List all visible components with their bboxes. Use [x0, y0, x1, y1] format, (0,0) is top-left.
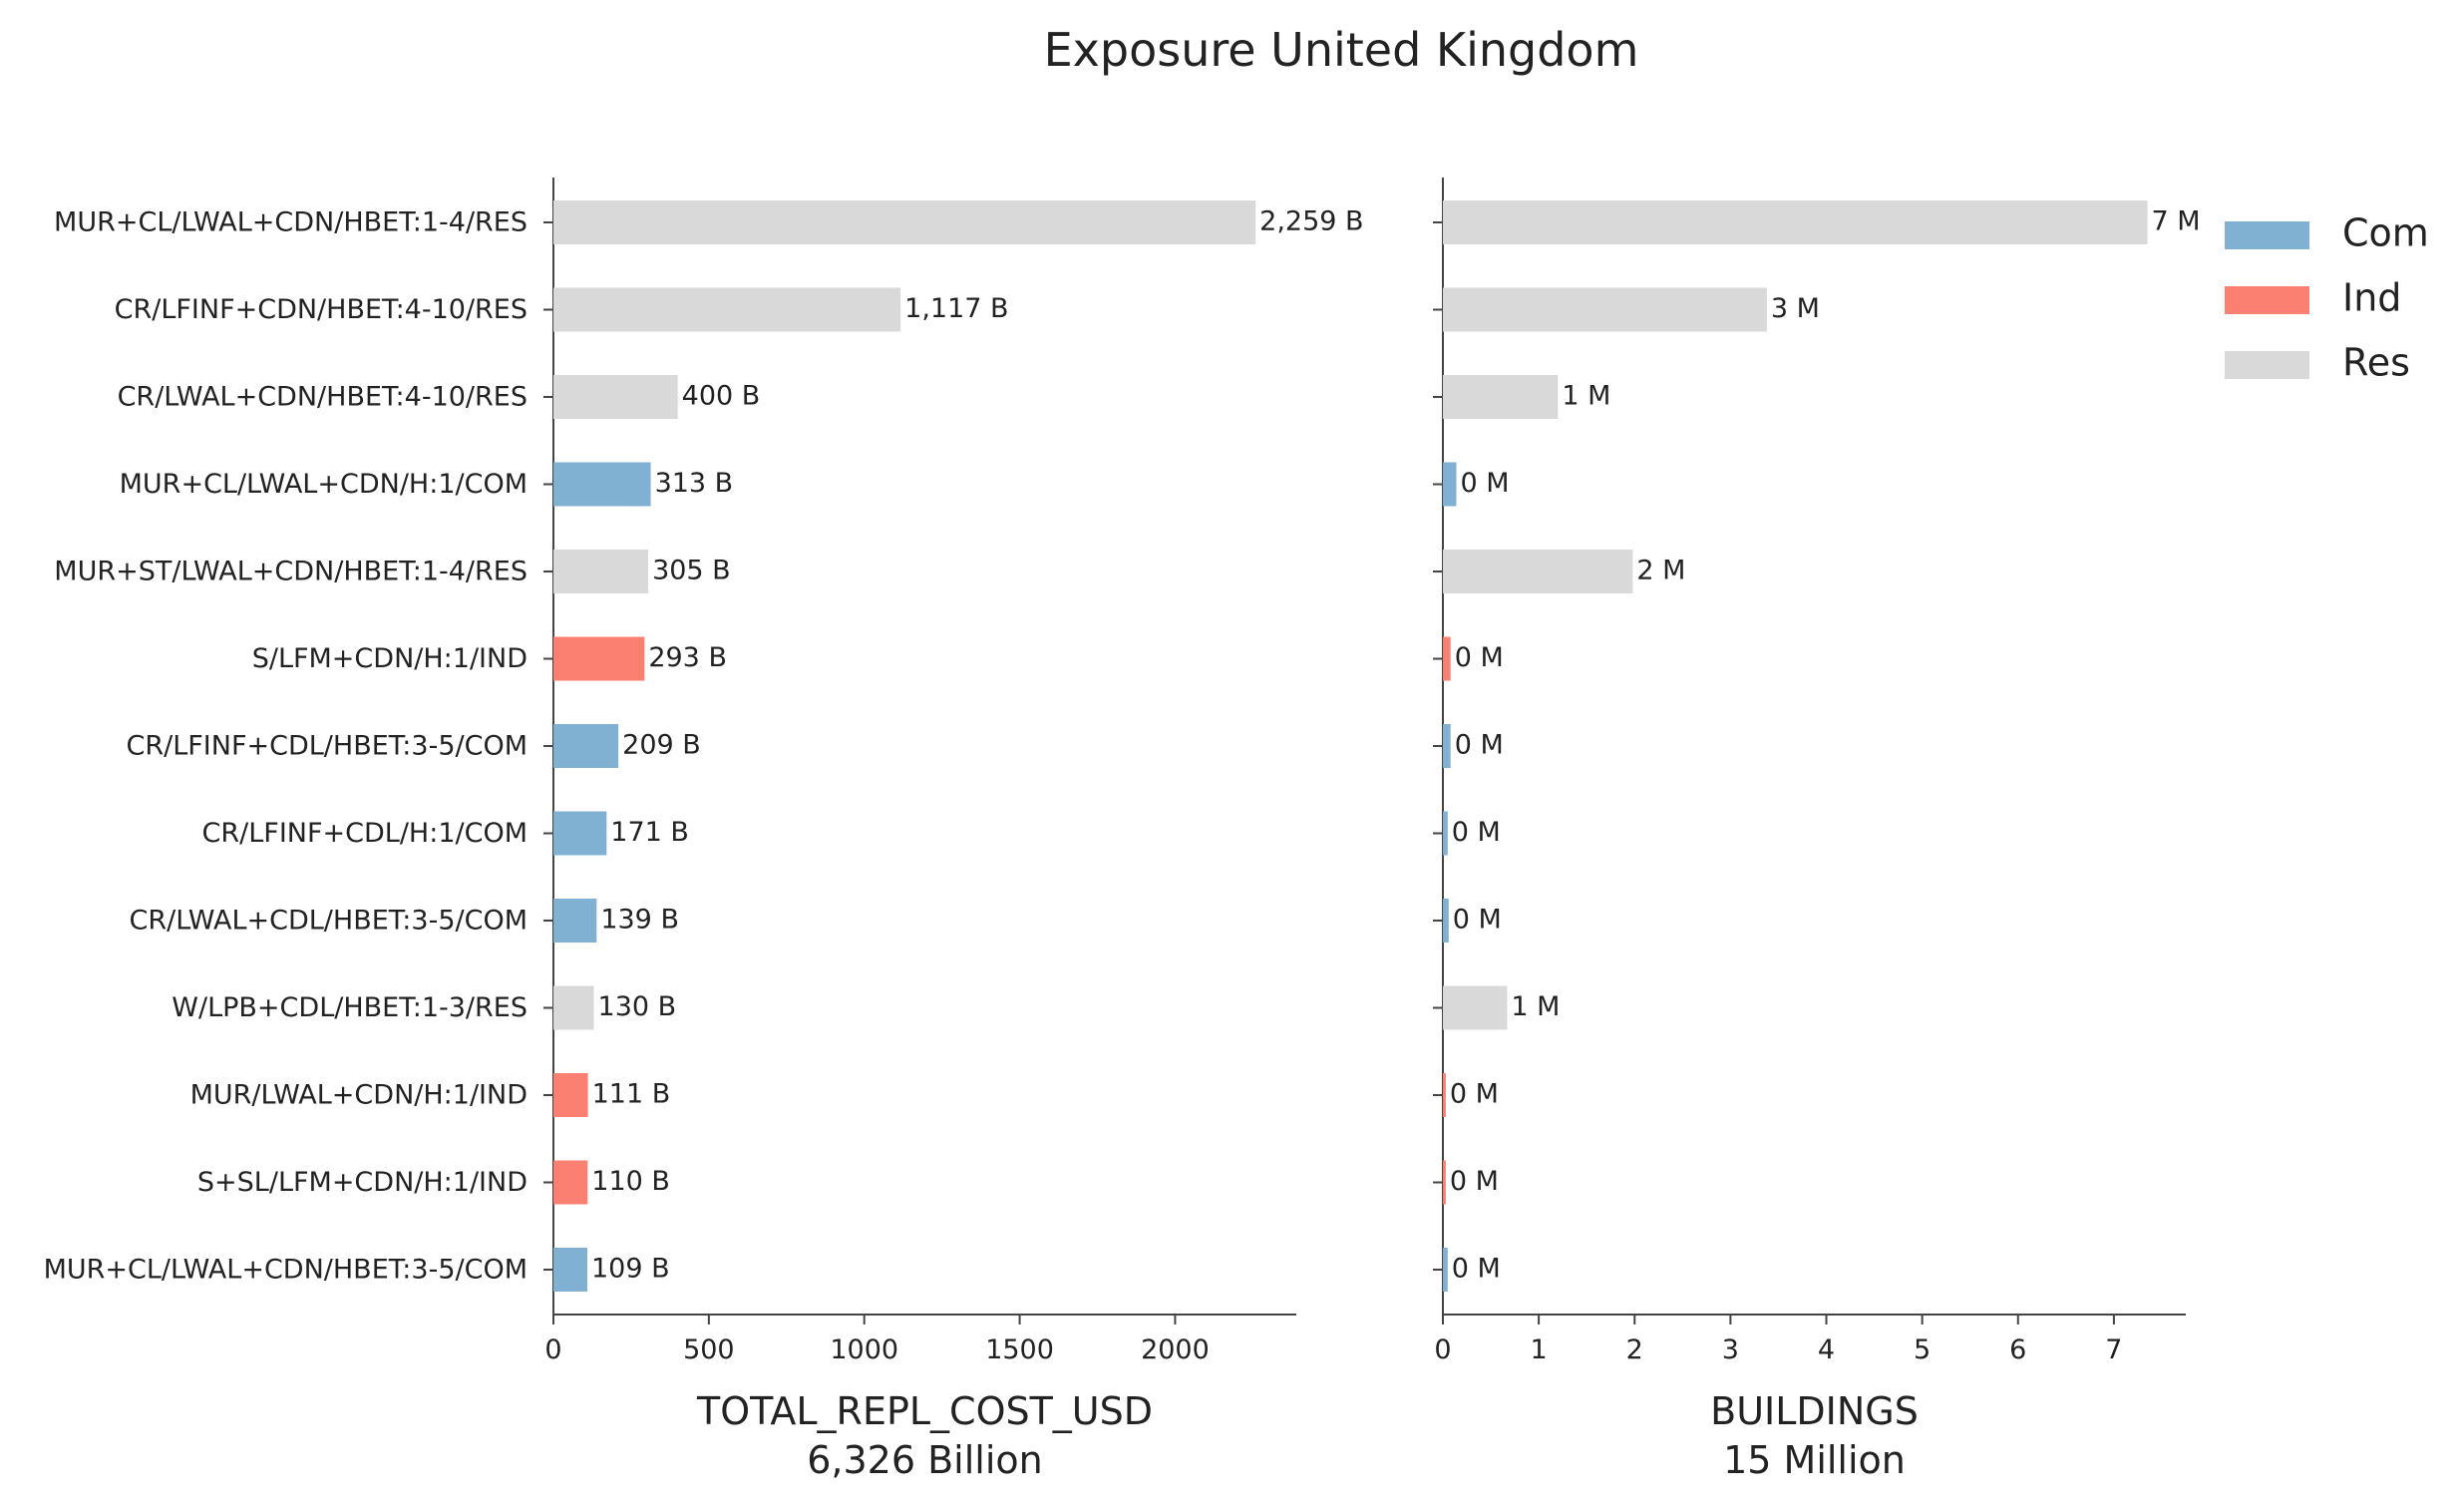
bar-9	[1443, 899, 1449, 943]
legend-swatch-ind	[2225, 286, 2309, 314]
bar-value-label-11: 0 M	[1450, 1079, 1499, 1110]
legend-label-res: Res	[2342, 341, 2410, 385]
bar-value-label-10: 1 M	[1511, 991, 1560, 1022]
bar-7	[553, 724, 619, 768]
bar-value-label-2: 1,117 B	[904, 293, 1008, 324]
category-label-2: CR/LFINF+CDN/HBET:4-10/RES	[115, 294, 528, 325]
legend-swatch-res	[2225, 351, 2309, 379]
category-label-12: S+SL/LFM+CDN/H:1/IND	[197, 1167, 528, 1198]
bar-value-label-3: 1 M	[1562, 381, 1610, 412]
bar-value-label-12: 110 B	[591, 1166, 670, 1197]
bar-value-label-8: 0 M	[1452, 817, 1501, 848]
x-tick-label-1: 0	[544, 1334, 561, 1365]
panel-2: 7 M 3 M 1 M 0 M 2 M 0 M 0 M 0 M 0 M 1 M 0 M 0 M 0 M 0…	[1433, 178, 2201, 1482]
category-label-3: CR/LWAL+CDN/HBET:4-10/RES	[118, 382, 528, 413]
bar-value-label-4: 313 B	[655, 468, 734, 499]
bar-value-label-4: 0 M	[1460, 468, 1509, 499]
bar-13	[1443, 1248, 1448, 1292]
x-tick-label-2: 1	[1531, 1334, 1548, 1365]
bar-value-label-1: 2,259 B	[1259, 206, 1363, 237]
bar-7	[1443, 724, 1451, 768]
bar-value-label-13: 0 M	[1452, 1254, 1501, 1285]
bar-value-label-6: 0 M	[1455, 642, 1504, 673]
category-label-4: MUR+CL/LWAL+CDN/H:1/COM	[120, 469, 528, 500]
x-tick-label-6: 5	[1914, 1334, 1931, 1365]
bar-2	[553, 287, 901, 332]
legend-swatch-com	[2225, 221, 2309, 249]
panels-layer: 2,259 B MUR+CL/LWAL+CDN/HBET:1-4/RES 1,117…	[44, 178, 2201, 1482]
bar-6	[553, 636, 645, 681]
x-tick-label-4: 3	[1722, 1334, 1739, 1365]
bar-value-label-5: 2 M	[1636, 556, 1685, 586]
legend-label-ind: Ind	[2342, 276, 2401, 320]
chart-title: Exposure United Kingdom	[1044, 23, 1639, 77]
category-label-8: CR/LFINF+CDL/H:1/COM	[202, 818, 528, 849]
category-label-11: MUR/LWAL+CDN/H:1/IND	[190, 1080, 528, 1111]
category-label-1: MUR+CL/LWAL+CDN/HBET:1-4/RES	[54, 207, 528, 238]
category-label-10: W/LPB+CDL/HBET:1-3/RES	[172, 992, 528, 1023]
bar-value-label-13: 109 B	[591, 1254, 670, 1285]
category-label-6: S/LFM+CDN/H:1/IND	[252, 643, 528, 674]
bar-10	[553, 985, 594, 1030]
bar-3	[553, 375, 678, 419]
bar-11	[1443, 1073, 1446, 1117]
legend-label-com: Com	[2342, 211, 2429, 255]
category-label-7: CR/LFINF+CDL/HBET:3-5/COM	[127, 731, 528, 762]
bar-value-label-10: 130 B	[598, 991, 677, 1022]
x-tick-label-4: 1500	[985, 1334, 1054, 1365]
bar-4	[1443, 462, 1457, 507]
x-axis-label: BUILDINGS	[1710, 1389, 1919, 1433]
bar-1	[1443, 200, 2148, 244]
bar-5	[1443, 550, 1633, 593]
category-label-5: MUR+ST/LWAL+CDN/HBET:1-4/RES	[54, 557, 528, 587]
bar-8	[553, 811, 607, 856]
bar-8	[1443, 811, 1448, 856]
bar-4	[553, 462, 651, 507]
x-tick-label-3: 2	[1626, 1334, 1643, 1365]
bar-13	[553, 1248, 587, 1292]
panel-1: 2,259 B MUR+CL/LWAL+CDN/HBET:1-4/RES 1,117…	[44, 178, 1364, 1482]
bar-9	[553, 899, 597, 943]
bar-value-label-9: 139 B	[600, 905, 679, 936]
bar-6	[1443, 636, 1451, 681]
bar-3	[1443, 375, 1559, 419]
x-tick-label-1: 0	[1434, 1334, 1451, 1365]
x-tick-label-3: 1000	[830, 1334, 898, 1365]
bar-1	[553, 200, 1256, 244]
x-tick-label-2: 500	[683, 1334, 735, 1365]
x-tick-label-8: 7	[2105, 1334, 2122, 1365]
bar-value-label-9: 0 M	[1453, 905, 1502, 936]
bar-value-label-3: 400 B	[682, 381, 761, 412]
bar-value-label-12: 0 M	[1450, 1166, 1499, 1197]
legend: Com Ind Res	[2225, 211, 2429, 385]
bar-10	[1443, 985, 1508, 1030]
bar-11	[553, 1073, 588, 1117]
bar-value-label-11: 111 B	[592, 1079, 671, 1110]
bar-value-label-6: 293 B	[648, 642, 727, 673]
bar-2	[1443, 287, 1767, 332]
bar-value-label-7: 0 M	[1455, 730, 1504, 761]
bar-12	[1443, 1160, 1446, 1205]
x-axis-label: TOTAL_REPL_COST_USD	[696, 1389, 1153, 1433]
bar-value-label-1: 7 M	[2152, 206, 2201, 237]
bar-12	[553, 1160, 588, 1205]
x-tick-label-7: 6	[2009, 1334, 2026, 1365]
x-tick-label-5: 4	[1818, 1334, 1835, 1365]
x-tick-label-5: 2000	[1141, 1334, 1210, 1365]
x-axis-sublabel: 6,326 Billion	[807, 1438, 1043, 1482]
category-label-9: CR/LWAL+CDL/HBET:3-5/COM	[129, 906, 528, 937]
bar-value-label-5: 305 B	[652, 556, 731, 586]
bar-value-label-8: 171 B	[610, 817, 689, 848]
bar-5	[553, 550, 649, 593]
bar-value-label-2: 3 M	[1771, 293, 1820, 324]
category-label-13: MUR+CL/LWAL+CDN/HBET:3-5/COM	[44, 1255, 528, 1286]
bar-value-label-7: 209 B	[622, 730, 701, 761]
x-axis-sublabel: 15 Million	[1723, 1438, 1906, 1482]
